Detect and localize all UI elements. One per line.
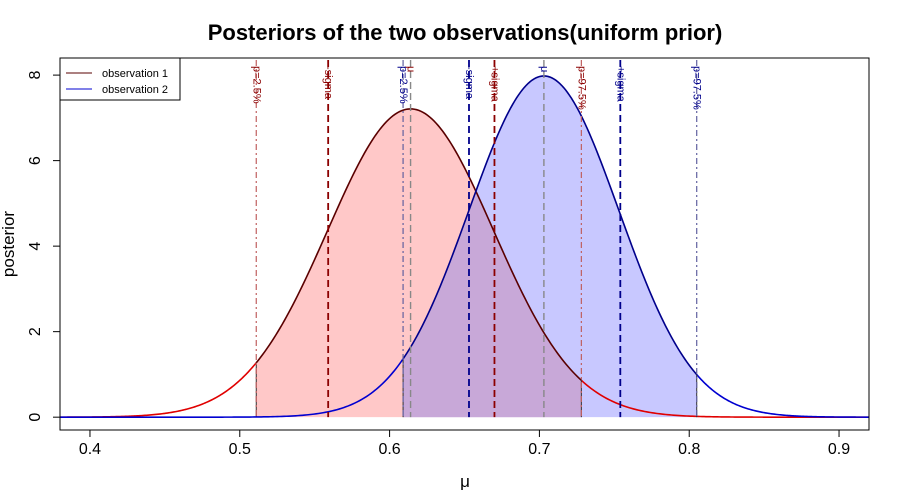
x-tick-label-1: 0.5 <box>229 441 251 458</box>
x-axis-label: μ <box>460 472 470 491</box>
posterior-curve-series-2-center <box>402 75 698 376</box>
posterior-curve-series-1-tail-left <box>60 362 257 418</box>
legend: observation 1 observation 2 <box>59 57 181 101</box>
legend-label-observation-2: observation 2 <box>102 84 168 96</box>
annotation-p-low-series-1: p=2.5% <box>250 66 262 104</box>
x-tick-label-5: 0.9 <box>828 441 850 458</box>
annotation-mu-series-1: μ <box>405 66 417 72</box>
legend-label-observation-1: observation 1 <box>102 68 168 80</box>
annotations-layer: p=2.5% -sigma μ +sigma p=97.5% p=2.5% -sigma μ +… <box>250 66 702 110</box>
x-tick-label-4: 0.8 <box>678 441 700 458</box>
fills-layer <box>256 75 697 418</box>
y-tick-label-3: 6 <box>27 156 44 165</box>
annotation-p-high-series-1: p=97.5% <box>575 66 587 110</box>
annotation-sigma-minus-series-1: -sigma <box>322 66 334 100</box>
annotation-sigma-plus-series-2: +sigma <box>614 66 626 103</box>
x-tick-label-2: 0.6 <box>378 441 400 458</box>
annotation-p-low-series-2: p=2.5% <box>397 66 409 104</box>
annotation-mu-series-2: μ <box>538 66 550 72</box>
y-tick-label-2: 4 <box>27 242 44 251</box>
y-axis-label: posterior <box>0 211 18 277</box>
y-tick-label-1: 2 <box>27 327 44 336</box>
x-axis: 0.4 0.5 0.6 0.7 0.8 0.9 <box>79 429 850 458</box>
overlap-fill <box>403 191 582 418</box>
posterior-curve-series-2-tail-left <box>60 358 404 418</box>
annotation-sigma-minus-series-2: -sigma <box>463 66 475 100</box>
curves-layer <box>60 75 869 418</box>
posterior-curve-series-1-center <box>255 108 582 381</box>
legend-box <box>59 57 181 101</box>
chart-title: Posteriors of the two observations(unifo… <box>208 20 723 45</box>
reference-lines-layer <box>255 60 698 418</box>
y-axis: 0 2 4 6 8 <box>27 71 61 422</box>
y-tick-label-4: 8 <box>27 71 44 80</box>
y-tick-label-0: 0 <box>27 413 44 422</box>
x-tick-label-3: 0.7 <box>528 441 550 458</box>
annotation-sigma-plus-series-1: +sigma <box>488 66 500 103</box>
x-tick-label-0: 0.4 <box>79 441 101 458</box>
annotation-p-high-series-2: p=97.5% <box>691 66 703 110</box>
posterior-curve-series-2-tail-right <box>696 374 869 418</box>
